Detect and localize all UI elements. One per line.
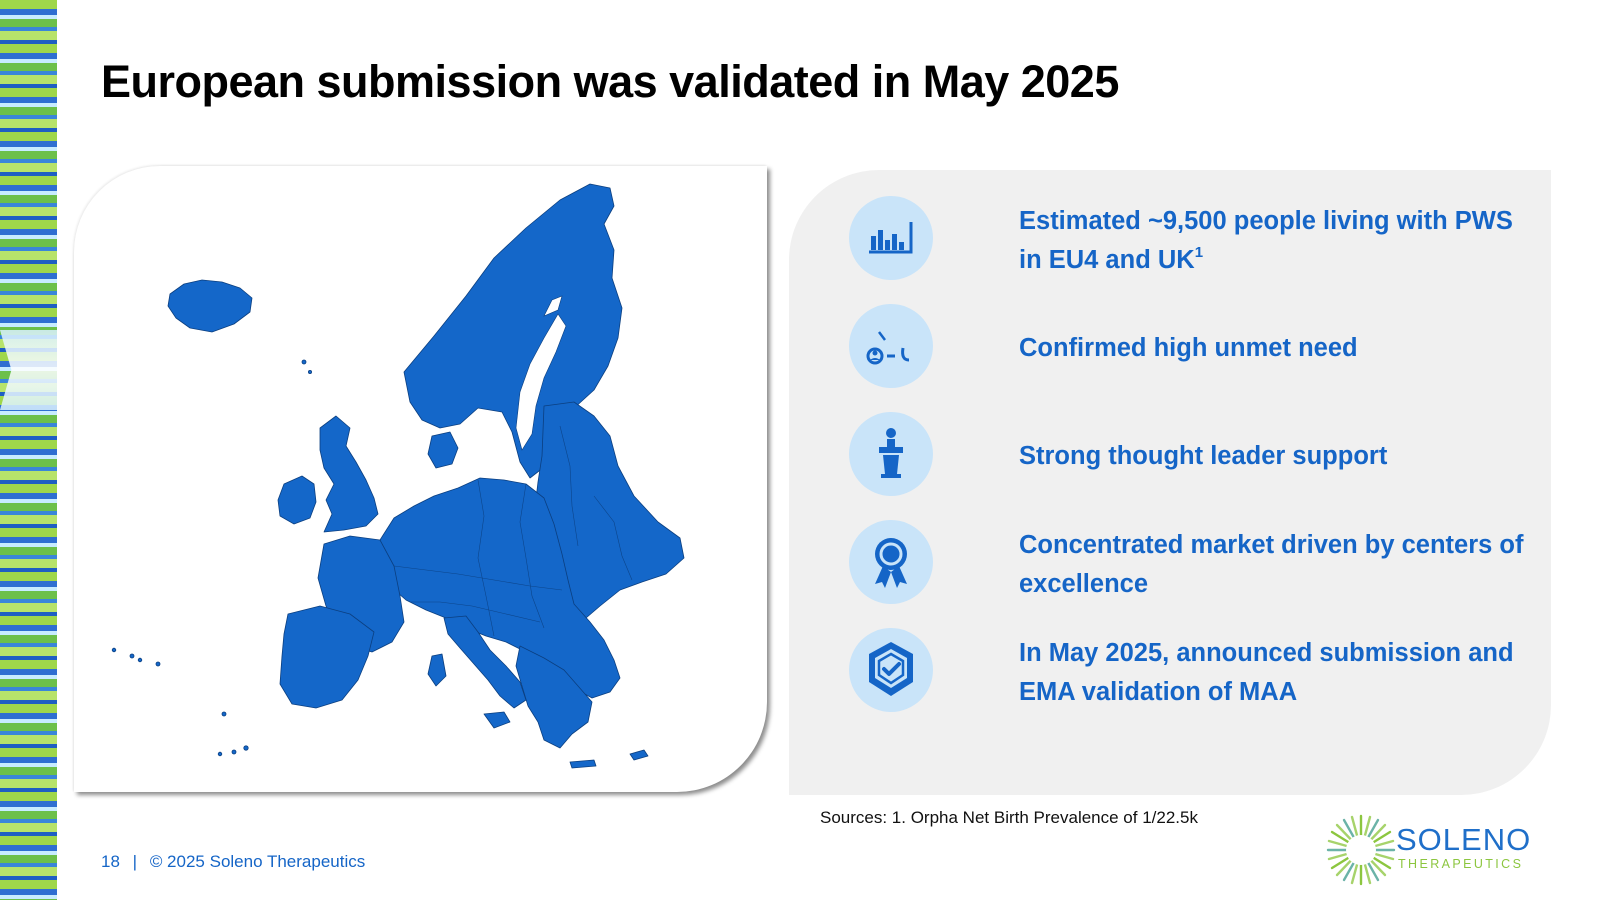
map-ireland [277,475,317,525]
highlight-text: Concentrated market driven by centers of… [1019,531,1524,598]
map-sicily [483,711,511,729]
footer: 18 | © 2025 Soleno Therapeutics [101,852,365,872]
sunburst-logo-icon [1326,814,1396,886]
stripe-notch [0,330,57,410]
map-denmark [427,431,459,469]
bar-chart-icon [849,196,933,280]
map-sardinia [427,653,447,687]
highlight-row: Confirmed high unmet need [849,304,1529,390]
highlight-row: Concentrated market driven by centers of… [849,520,1529,606]
map-italy [443,615,527,709]
highlights-panel: Estimated ~9,500 people living with PWS … [789,170,1551,795]
map-gulf-of-bothnia [543,295,563,317]
page-number: 18 [101,852,120,871]
decorative-side-stripe [0,0,57,900]
map-cyprus [629,749,649,761]
highlight-text: Estimated ~9,500 people living with PWS … [1019,207,1513,274]
highlight-row: In May 2025, announced submission and EM… [849,628,1529,714]
map-iberia [279,605,375,709]
map-balkans [515,645,593,749]
highlight-row: Strong thought leader support [849,412,1529,498]
slide-title: European submission was validated in May… [101,56,1119,107]
unmet-need-icon [849,304,933,388]
logo-tagline: THERAPEUTICS [1398,857,1524,871]
sources-note: Sources: 1. Orpha Net Birth Prevalence o… [820,808,1198,827]
footer-separator: | [132,852,138,871]
map-baltic-sea [515,313,567,451]
europe-map-card [74,166,767,792]
verified-badge-icon [849,628,933,712]
europe-map [111,183,685,769]
footnote-marker: 1 [1194,244,1204,261]
highlight-text: Confirmed high unmet need [1019,334,1358,362]
map-crete [569,759,597,769]
award-ribbon-icon [849,520,933,604]
logo-name: SOLENO [1396,822,1532,857]
highlight-text: In May 2025, announced submission and EM… [1019,639,1514,706]
highlight-row: Estimated ~9,500 people living with PWS … [849,196,1529,282]
company-logo: SOLENO THERAPEUTICS [1326,810,1536,890]
map-iceland [167,279,253,333]
podium-speaker-icon [849,412,933,496]
map-great-britain [319,415,379,533]
copyright-text: © 2025 Soleno Therapeutics [149,852,366,871]
highlight-text: Strong thought leader support [1019,442,1388,470]
